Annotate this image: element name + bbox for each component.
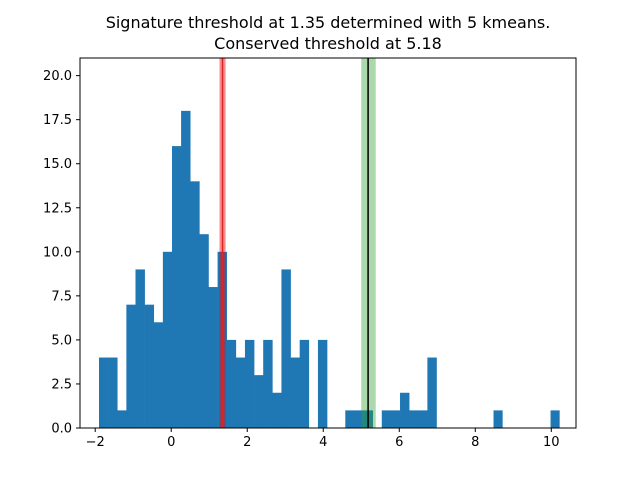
y-tick-label: 10.0 — [43, 245, 72, 260]
y-tick-label: 15.0 — [43, 157, 72, 172]
y-tick-label: 5.0 — [51, 333, 72, 348]
histogram-bar — [153, 322, 164, 428]
histogram-bar — [281, 269, 291, 428]
histogram-bar — [400, 392, 410, 428]
histogram-bar — [254, 375, 264, 428]
histogram-bar — [317, 339, 328, 428]
histogram-bar — [299, 339, 310, 428]
histogram-bar — [162, 251, 173, 428]
histogram-bar — [345, 410, 355, 428]
histogram-bar — [235, 357, 246, 428]
histogram-bar — [135, 269, 145, 428]
y-tick-label: 20.0 — [43, 69, 72, 84]
histogram-bar — [550, 410, 560, 428]
histogram-bar — [427, 357, 437, 428]
histogram-bar — [181, 110, 191, 428]
x-tick-label: 4 — [319, 435, 327, 450]
y-tick-label: 2.5 — [51, 377, 72, 392]
histogram-bar — [108, 357, 118, 428]
histogram-bar — [144, 304, 155, 428]
histogram-bar — [390, 410, 401, 428]
x-tick-label: 10 — [543, 435, 560, 450]
x-tick-label: 2 — [243, 435, 251, 450]
axes-frame — [79, 57, 577, 429]
y-tick-label: 0.0 — [51, 422, 72, 437]
y-tick-label: 7.5 — [51, 289, 72, 304]
histogram-bar — [226, 339, 237, 428]
plot-area: −2 0 2 4 6 8 10 0.0 2.5 5.0 7.5 10.0 12.5 15.0 17.5 20.… — [43, 57, 577, 450]
y-tick-label: 17.5 — [43, 113, 72, 128]
histogram-bar — [126, 304, 136, 428]
histogram-bar — [117, 410, 127, 428]
histogram-bar — [244, 339, 255, 428]
histogram-bar — [208, 287, 218, 428]
histogram-bar — [409, 410, 419, 428]
chart-title-line-2: Conserved threshold at 5.18 — [214, 34, 442, 53]
y-tick-label: 12.5 — [43, 201, 72, 216]
histogram-bar — [99, 357, 109, 428]
x-tick-label: 6 — [395, 435, 403, 450]
histogram-bar — [381, 410, 392, 428]
histogram-bar — [418, 410, 428, 428]
histogram-bar — [493, 410, 503, 428]
x-tick-label: 8 — [471, 435, 479, 450]
histogram-bar — [190, 181, 200, 428]
histogram-bar — [290, 357, 300, 428]
x-tick-label: −2 — [86, 435, 105, 450]
chart-title-line-1: Signature threshold at 1.35 determined w… — [106, 13, 551, 32]
x-tick-label: 0 — [167, 435, 175, 450]
histogram-bar — [171, 146, 182, 428]
histogram-bar — [272, 392, 282, 428]
histogram-bar — [263, 339, 273, 428]
histogram-bar — [354, 410, 364, 428]
histogram-bar — [199, 234, 209, 428]
